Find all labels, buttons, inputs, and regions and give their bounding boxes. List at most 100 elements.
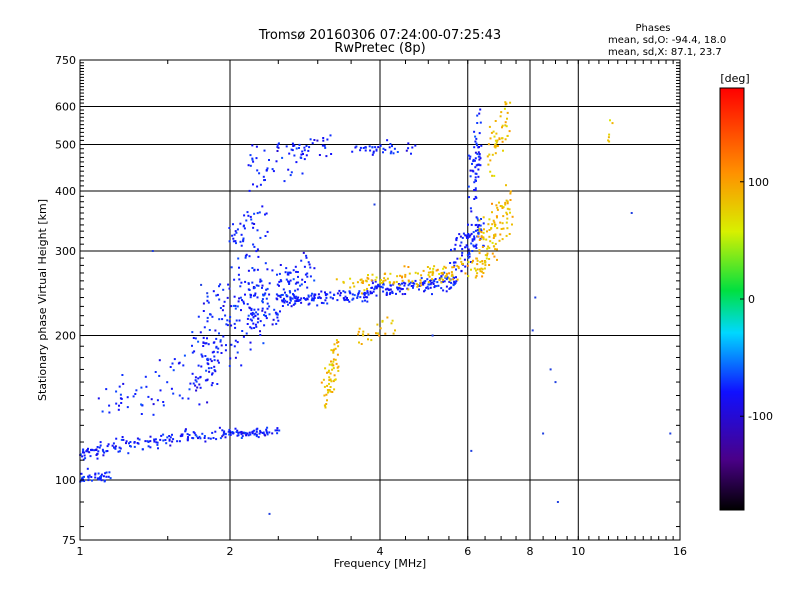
echo-point — [238, 266, 240, 269]
echo-point — [446, 276, 449, 279]
echo-point — [487, 143, 490, 146]
echo-point — [97, 450, 100, 453]
echo-point — [158, 359, 161, 362]
echo-point — [382, 280, 385, 282]
echo-point — [323, 394, 326, 397]
echo-point — [493, 145, 496, 148]
echo-point — [307, 149, 310, 152]
echo-point — [456, 264, 459, 267]
echo-point — [322, 139, 325, 142]
echo-point — [238, 319, 241, 322]
colorbar-tick-label: 0 — [748, 293, 755, 306]
echo-point — [209, 313, 212, 316]
echo-point — [479, 228, 482, 231]
echo-point — [236, 351, 239, 354]
echo-point — [475, 243, 478, 246]
echo-point — [220, 344, 223, 347]
echo-point — [417, 272, 419, 275]
echo-point — [195, 380, 198, 383]
echo-point — [389, 152, 392, 155]
echo-point — [484, 260, 487, 263]
echo-point — [149, 446, 152, 449]
echo-point — [96, 477, 99, 480]
echo-point — [232, 240, 235, 243]
echo-point — [229, 357, 232, 360]
echo-point — [215, 438, 218, 441]
echo-point — [442, 278, 444, 281]
echo-point — [252, 316, 255, 319]
echo-point — [330, 153, 333, 155]
echo-point — [364, 299, 366, 302]
echo-point — [379, 281, 381, 284]
echo-point — [455, 238, 458, 241]
echo-point — [506, 135, 509, 137]
echo-point — [219, 437, 222, 440]
echo-point — [285, 294, 288, 296]
echo-point — [486, 247, 489, 250]
echo-point — [204, 355, 207, 357]
echo-point — [389, 284, 392, 287]
echo-point — [255, 250, 258, 253]
echo-point — [450, 286, 453, 289]
echo-point — [195, 389, 198, 392]
echo-point — [494, 234, 497, 237]
echo-point — [255, 428, 258, 431]
echo-point — [216, 293, 219, 296]
echo-point — [422, 281, 424, 284]
echo-point — [408, 282, 411, 285]
echo-point — [484, 264, 487, 267]
echo-point — [268, 313, 271, 316]
echo-point — [481, 268, 484, 271]
echo-point — [487, 223, 490, 226]
echo-point — [375, 148, 378, 151]
echo-point — [305, 254, 308, 257]
echo-point — [294, 302, 297, 305]
echo-point — [329, 372, 332, 375]
echo-point — [126, 406, 129, 409]
echo-point — [474, 135, 477, 138]
colorbar-tick-label: -100 — [748, 410, 773, 423]
echo-point — [496, 216, 498, 219]
echo-point — [261, 301, 264, 304]
echo-point — [251, 432, 254, 435]
echo-point — [307, 295, 310, 298]
echo-point — [431, 278, 433, 281]
echo-point — [218, 318, 221, 321]
echo-point — [296, 298, 299, 301]
echo-point — [109, 477, 112, 480]
echo-point — [452, 278, 455, 281]
echo-point — [98, 446, 101, 449]
echo-point — [336, 366, 339, 369]
echo-point — [488, 218, 491, 221]
echo-point — [297, 296, 300, 299]
echo-point — [501, 222, 504, 225]
echo-point — [218, 332, 220, 335]
echo-point — [218, 426, 221, 429]
echo-point — [478, 249, 481, 252]
echo-point — [322, 378, 325, 381]
echo-point — [365, 296, 367, 299]
echo-point — [472, 259, 474, 262]
echo-point — [478, 112, 481, 115]
echo-point — [264, 434, 267, 437]
echo-point — [280, 280, 283, 283]
echo-point — [499, 221, 502, 224]
echo-point — [107, 475, 110, 478]
x-tick-label: 2 — [227, 545, 234, 558]
echo-point — [364, 292, 367, 295]
echo-point — [200, 353, 203, 356]
echo-point — [222, 433, 225, 436]
echo-point — [435, 269, 438, 272]
echo-point — [250, 309, 253, 311]
y-tick-label: 300 — [55, 245, 76, 258]
echo-point — [360, 343, 363, 345]
echo-point — [81, 477, 83, 480]
echo-point — [549, 368, 552, 371]
echo-point — [320, 290, 323, 293]
echo-point — [292, 269, 295, 272]
echo-point — [259, 236, 262, 239]
echo-point — [287, 271, 290, 274]
echo-point — [239, 240, 242, 243]
echo-point — [456, 278, 459, 281]
echo-point — [320, 301, 323, 304]
